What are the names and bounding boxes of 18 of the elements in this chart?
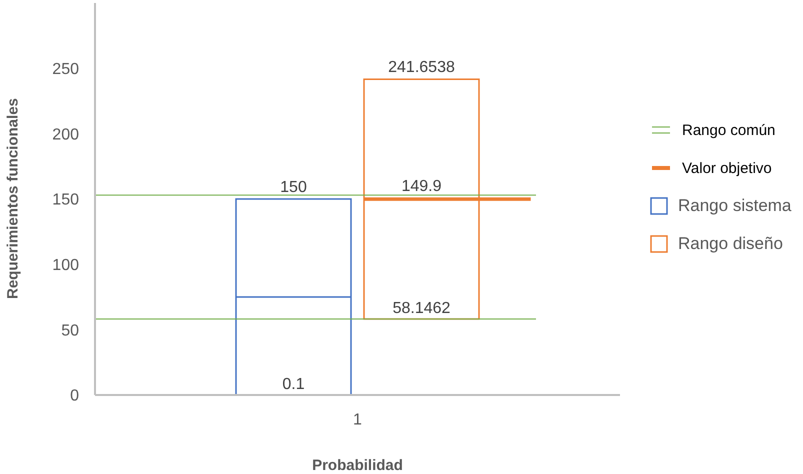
annotation: 241.6538: [388, 59, 455, 76]
y-tick-label: 200: [52, 126, 80, 144]
legend-label: Valor objetivo: [682, 160, 772, 176]
y-tick-label: 50: [61, 322, 80, 340]
y-axis-title: Requerimientos funcionales: [4, 98, 22, 299]
legend-label: Rango diseño: [678, 234, 783, 254]
y-tick-label: 150: [52, 192, 80, 209]
legend-label: Rango sistema: [678, 196, 792, 216]
x-tick-label: 1: [353, 411, 362, 428]
annotation: 58.1462: [392, 300, 451, 318]
legend-label: Rango común: [682, 122, 776, 138]
x-axis-title: Probabilidad: [312, 457, 403, 474]
y-tick-label: 250: [52, 61, 80, 78]
y-tick-label: 0: [70, 388, 80, 405]
annotation: 0.1: [282, 376, 305, 393]
annotation: 149.9: [401, 178, 442, 196]
annotation: 150: [280, 179, 307, 196]
y-tick-label: 100: [52, 257, 80, 274]
